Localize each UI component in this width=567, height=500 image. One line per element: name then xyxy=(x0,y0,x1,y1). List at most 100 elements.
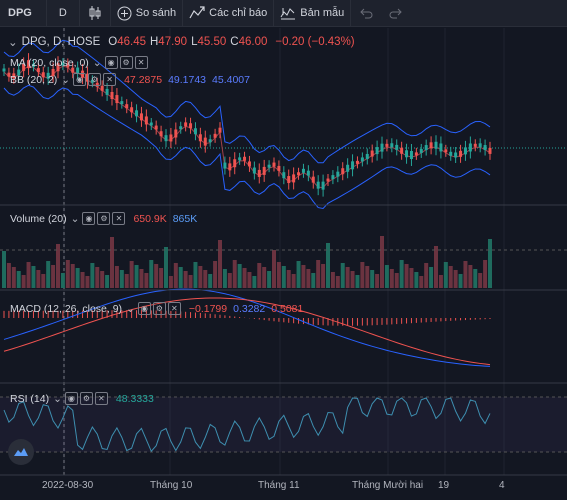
eye-icon[interactable]: ◉ xyxy=(64,392,78,405)
candle-body xyxy=(7,72,11,77)
volume-bar xyxy=(105,275,110,288)
candle-body xyxy=(125,104,129,109)
volume-bar xyxy=(65,260,70,288)
candle-body xyxy=(159,131,163,137)
candle-body xyxy=(139,113,143,121)
indicators-button[interactable]: Các chỉ báo xyxy=(183,0,275,26)
close-icon[interactable]: ✕ xyxy=(134,56,148,69)
undo-button[interactable] xyxy=(351,0,381,26)
candle-body xyxy=(301,168,305,173)
volume-bar xyxy=(473,269,478,288)
candle-body xyxy=(370,150,374,157)
low-value: 45.50 xyxy=(197,36,227,48)
macd-line-value: 0.3282 xyxy=(233,302,266,315)
settings-icon[interactable]: ⚙ xyxy=(88,73,102,86)
x-axis-label-4: 4 xyxy=(499,480,505,491)
candle-body xyxy=(100,85,104,91)
candle-body xyxy=(434,141,438,149)
bb-lower-value: 45.4007 xyxy=(212,73,250,86)
close-icon[interactable]: ✕ xyxy=(112,212,126,225)
volume-bar xyxy=(80,272,85,288)
symbol-search-button[interactable]: DPG xyxy=(0,0,47,26)
volume-bar xyxy=(51,265,56,288)
candle-body xyxy=(17,69,21,76)
volume-bar xyxy=(306,269,311,288)
volume-bar xyxy=(360,262,365,288)
candle-body xyxy=(115,95,119,104)
eye-icon[interactable]: ◉ xyxy=(104,56,118,69)
templates-button[interactable]: Bản mẫu xyxy=(274,0,352,26)
chevron-down-icon[interactable]: ⌄ xyxy=(126,302,135,315)
candle-body xyxy=(429,142,433,149)
chevron-down-icon[interactable]: ⌄ xyxy=(61,73,71,86)
candle-body xyxy=(380,143,384,152)
candle-body xyxy=(31,63,35,67)
indicators-label: Các chỉ báo xyxy=(209,7,268,19)
candle-body xyxy=(85,73,89,82)
candle-body xyxy=(203,137,207,146)
volume-bar xyxy=(198,266,203,288)
volume-bar xyxy=(222,269,227,288)
candle-body xyxy=(110,91,114,99)
volume-bar xyxy=(419,276,424,288)
main-series-title: DPG, D, HOSE xyxy=(21,36,101,48)
candle-body xyxy=(346,164,350,172)
volume-bar xyxy=(355,275,360,288)
eye-icon[interactable]: ◉ xyxy=(73,73,87,86)
candle-body xyxy=(306,170,310,176)
rsi-legend: RSI (14) ⌄ ◉ ⚙ ✕ 48.3333 xyxy=(10,392,154,405)
settings-icon[interactable]: ⚙ xyxy=(79,392,93,405)
settings-icon[interactable]: ⚙ xyxy=(119,56,133,69)
volume-bar xyxy=(129,261,134,288)
volume-bar xyxy=(100,271,105,288)
settings-icon[interactable]: ⚙ xyxy=(97,212,111,225)
candle-body xyxy=(468,143,472,152)
collapse-chevron-icon[interactable]: ⌄ xyxy=(8,37,18,49)
candle-body xyxy=(179,126,183,130)
chevron-down-icon[interactable]: ⌄ xyxy=(70,212,80,225)
macd-legend-label: MACD (12, 26, close, 9) xyxy=(10,302,123,315)
volume-bar xyxy=(193,262,198,288)
volume-bar xyxy=(56,244,60,288)
low-label: L xyxy=(191,36,198,48)
candle-body xyxy=(120,101,124,105)
eye-icon[interactable]: ◉ xyxy=(82,212,96,225)
candle-body xyxy=(414,152,418,156)
volume-bar xyxy=(178,267,183,288)
volume-bar xyxy=(291,274,296,288)
volume-bar xyxy=(90,263,95,288)
close-icon[interactable]: ✕ xyxy=(94,392,108,405)
candle-body xyxy=(71,67,75,73)
volume-bar xyxy=(453,270,458,288)
volume-bar xyxy=(272,250,276,288)
candle-body xyxy=(282,172,286,179)
volume-bar xyxy=(21,275,26,288)
redo-button[interactable] xyxy=(381,0,411,26)
close-icon[interactable]: ✕ xyxy=(167,302,181,315)
volume-bar xyxy=(424,263,429,288)
volume-bar xyxy=(463,261,468,288)
chevron-down-icon[interactable]: ⌄ xyxy=(53,392,62,405)
volume-bar xyxy=(468,265,473,288)
close-value: 46.00 xyxy=(238,36,268,48)
compare-button[interactable]: So sánh xyxy=(111,0,184,26)
volume-bar xyxy=(60,273,65,288)
tradingview-logo-icon[interactable] xyxy=(8,439,34,465)
candle-body xyxy=(409,150,413,159)
volume-bar xyxy=(159,268,164,288)
symbol-label: DPG xyxy=(8,7,32,19)
candle-body xyxy=(184,122,188,127)
chart-grid xyxy=(0,28,567,475)
candle-body xyxy=(164,135,168,142)
candle-body xyxy=(144,116,148,125)
eye-icon[interactable]: ◉ xyxy=(137,302,151,315)
interval-button[interactable]: D xyxy=(47,0,80,26)
chart-type-button[interactable] xyxy=(80,0,111,26)
volume-bar xyxy=(144,273,149,288)
candle-body xyxy=(238,157,242,161)
close-icon[interactable]: ✕ xyxy=(103,73,117,86)
open-label: O xyxy=(108,36,118,48)
settings-icon[interactable]: ⚙ xyxy=(152,302,166,315)
chevron-down-icon[interactable]: ⌄ xyxy=(92,56,102,69)
